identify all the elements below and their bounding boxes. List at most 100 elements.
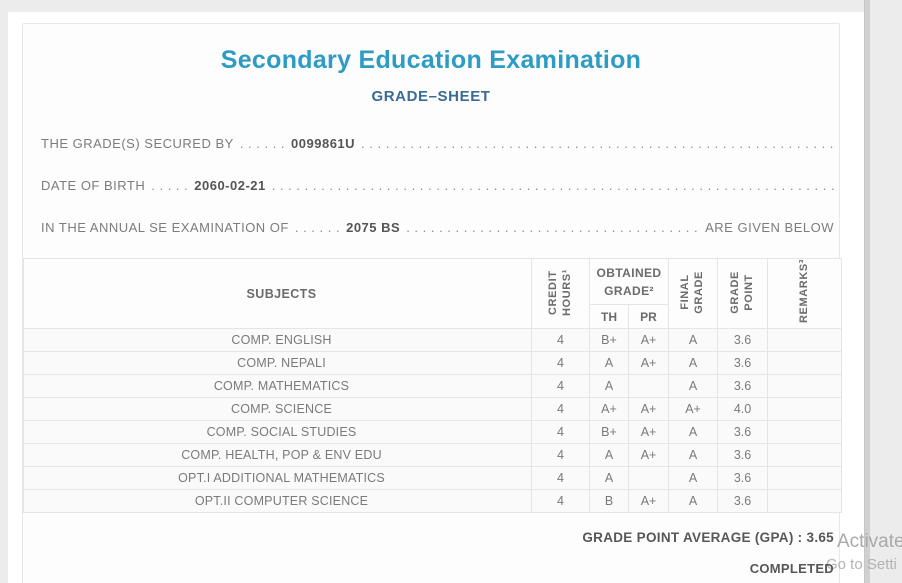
page-subtitle: GRADE–SHEET	[371, 88, 491, 105]
cell-th-grade: A	[589, 374, 629, 398]
scrollbar	[864, 0, 870, 583]
table-row: COMP. SOCIAL STUDIES 4 B+ A+ A 3.6	[23, 420, 843, 444]
dot-leader: . . . . . . . . . . . . . . . . . . . . …	[271, 178, 834, 193]
table-row: COMP. MATHEMATICS 4 A A 3.6	[23, 374, 843, 398]
header-credit-hours-label: CREDIT HOURS¹	[546, 268, 573, 316]
cell-subject: COMP. SOCIAL STUDIES	[23, 420, 532, 444]
cell-grade-point: 4.0	[717, 397, 769, 421]
cell-pr-grade	[627, 466, 670, 490]
cell-credit-hours: 4	[531, 489, 590, 513]
cell-subject: COMP. MATHEMATICS	[23, 374, 532, 398]
cell-remarks	[767, 466, 843, 490]
browser-page: Secondary Education Examination GRADE–SH…	[8, 12, 864, 583]
exam-year-suffix: ARE GIVEN BELOW	[705, 220, 834, 235]
header-obtained-grade-label: OBTAINED GRADE²	[596, 265, 662, 298]
cell-th-grade: A	[589, 351, 629, 375]
cell-final-grade: A	[668, 374, 719, 398]
date-of-birth-line: DATE OF BIRTH . . . . . 2060-02-21 . . .…	[41, 178, 834, 198]
symbol-number-value: 0099861U	[291, 136, 356, 151]
cell-pr-grade: A+	[627, 397, 670, 421]
cell-pr-grade: A+	[627, 328, 670, 352]
cell-remarks	[767, 443, 843, 467]
cell-remarks	[767, 374, 843, 398]
cell-subject: COMP. HEALTH, POP & ENV EDU	[23, 443, 532, 467]
status-completed: COMPLETED	[749, 561, 834, 576]
header-remarks: REMARKS³	[767, 258, 843, 329]
cell-th-grade: A+	[589, 397, 629, 421]
header-grade-point-label: GRADE POINT	[728, 270, 755, 314]
header-grade-point: GRADE POINT	[717, 258, 769, 329]
cell-credit-hours: 4	[531, 397, 590, 421]
cell-grade-point: 3.6	[717, 374, 769, 398]
cell-remarks	[767, 351, 843, 375]
cell-grade-point: 3.6	[717, 466, 769, 490]
cell-remarks	[767, 420, 843, 444]
grade-sheet-card: Secondary Education Examination GRADE–SH…	[22, 23, 843, 583]
cell-pr-grade	[627, 374, 670, 398]
date-of-birth-value: 2060-02-21	[194, 178, 266, 193]
cell-grade-point: 3.6	[717, 443, 769, 467]
header-final-grade-label: FINAL GRADE	[679, 270, 706, 314]
grades-secured-line: THE GRADE(S) SECURED BY . . . . . . 0099…	[41, 136, 834, 156]
cell-subject: COMP. SCIENCE	[23, 397, 532, 421]
cell-subject: OPT.I ADDITIONAL MATHEMATICS	[23, 466, 532, 490]
header-th: TH	[589, 304, 629, 329]
page-title: Secondary Education Examination	[220, 46, 642, 74]
exam-year-line: IN THE ANNUAL SE EXAMINATION OF . . . . …	[41, 220, 834, 240]
cell-th-grade: A	[589, 466, 629, 490]
cell-remarks	[767, 489, 843, 513]
cell-remarks	[767, 397, 843, 421]
cell-credit-hours: 4	[531, 351, 590, 375]
scrollbar-thumb[interactable]	[864, 0, 870, 583]
dot-leader: . . . . .	[151, 178, 189, 193]
grades-secured-label: THE GRADE(S) SECURED BY	[41, 136, 234, 151]
cell-final-grade: A	[668, 351, 719, 375]
cell-final-grade: A	[668, 489, 719, 513]
cell-grade-point: 3.6	[717, 420, 769, 444]
header-subjects: SUBJECTS	[23, 258, 532, 329]
cell-grade-point: 3.6	[717, 328, 769, 352]
cell-th-grade: B	[589, 489, 629, 513]
table-row: COMP. HEALTH, POP & ENV EDU 4 A A+ A 3.6	[23, 443, 843, 467]
table-row: COMP. NEPALI 4 A A+ A 3.6	[23, 351, 843, 375]
cell-final-grade: A	[668, 443, 719, 467]
dot-leader: . . . . . .	[239, 136, 286, 151]
cell-grade-point: 3.6	[717, 351, 769, 375]
header-remarks-label: REMARKS³	[797, 258, 810, 324]
date-of-birth-label: DATE OF BIRTH	[41, 178, 146, 193]
header-credit-hours: CREDIT HOURS¹	[531, 258, 590, 329]
cell-final-grade: A	[668, 420, 719, 444]
cell-credit-hours: 4	[531, 420, 590, 444]
cell-remarks	[767, 328, 843, 352]
cell-pr-grade: A+	[627, 420, 670, 444]
table-row: OPT.II COMPUTER SCIENCE 4 B A+ A 3.6	[23, 489, 843, 513]
cell-subject: OPT.II COMPUTER SCIENCE	[23, 489, 532, 513]
cell-credit-hours: 4	[531, 443, 590, 467]
cell-credit-hours: 4	[531, 328, 590, 352]
cell-credit-hours: 4	[531, 374, 590, 398]
cell-pr-grade: A+	[627, 443, 670, 467]
gpa-line: GRADE POINT AVERAGE (GPA) : 3.65	[582, 530, 834, 545]
header-final-grade: FINAL GRADE	[668, 258, 719, 329]
header-pr: PR	[627, 304, 670, 329]
dot-leader: . . . . . . . . . . . . . . . . . . . . …	[361, 136, 834, 151]
cell-final-grade: A	[668, 328, 719, 352]
dot-leader: . . . . . .	[294, 220, 341, 235]
table-row: OPT.I ADDITIONAL MATHEMATICS 4 A A 3.6	[23, 466, 843, 490]
cell-th-grade: A	[589, 443, 629, 467]
table-row: COMP. ENGLISH 4 B+ A+ A 3.6	[23, 328, 843, 352]
cell-subject: COMP. ENGLISH	[23, 328, 532, 352]
header-obtained-grade: OBTAINED GRADE²	[588, 258, 670, 305]
table-row: COMP. SCIENCE 4 A+ A+ A+ 4.0	[23, 397, 843, 421]
cell-th-grade: B+	[589, 420, 629, 444]
cell-subject: COMP. NEPALI	[23, 351, 532, 375]
cell-grade-point: 3.6	[717, 489, 769, 513]
cell-pr-grade: A+	[627, 351, 670, 375]
dot-leader: . . . . . . . . . . . . . . . . . . . . …	[406, 220, 699, 235]
cell-final-grade: A+	[668, 397, 719, 421]
grades-table: SUBJECTS CREDIT HOURS¹ OBTAINED GRADE² F…	[23, 258, 843, 513]
cell-pr-grade: A+	[627, 489, 670, 513]
cell-final-grade: A	[668, 466, 719, 490]
cell-credit-hours: 4	[531, 466, 590, 490]
